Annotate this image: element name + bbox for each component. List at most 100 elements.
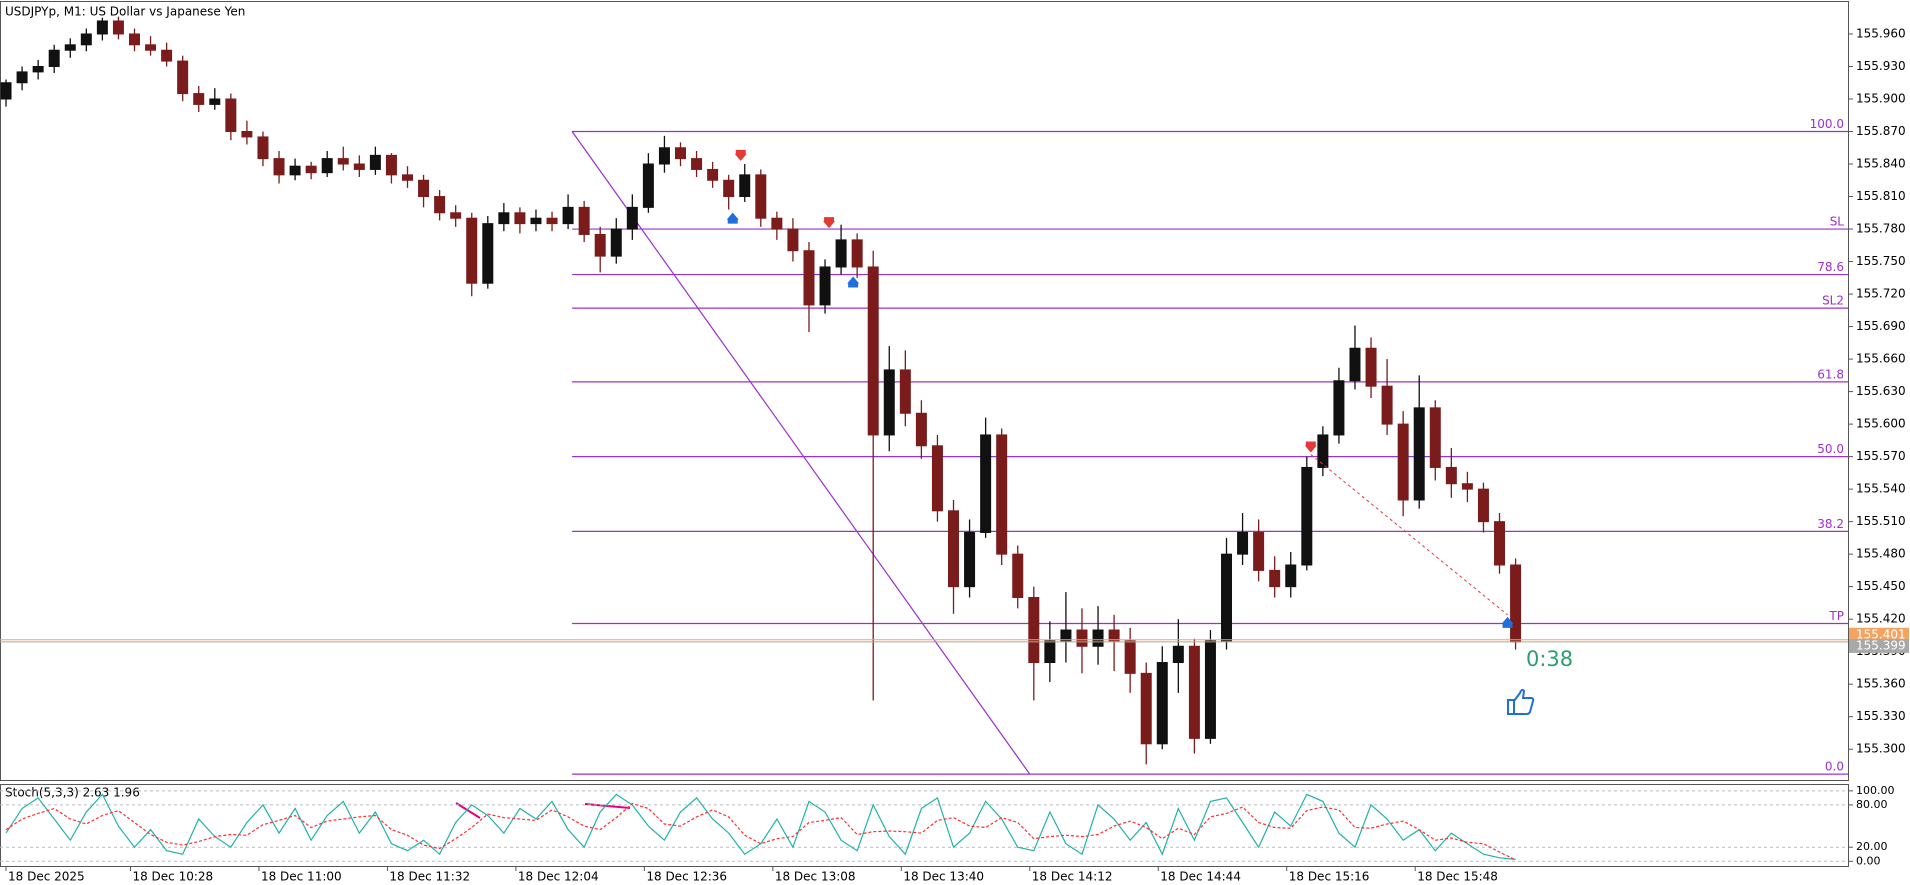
candle-body [1124, 640, 1136, 674]
candle-body [1237, 531, 1249, 555]
stoch-tick-label: 80.00 [1856, 798, 1888, 811]
candle-body [1445, 466, 1457, 485]
candle-body [369, 154, 381, 170]
candle-body [1092, 629, 1104, 647]
candle-body [562, 206, 574, 225]
y-tick-label: 155.300 [1856, 742, 1906, 756]
candle-body [1060, 629, 1072, 642]
x-tick-label: 18 Dec 13:40 [903, 870, 984, 884]
candle-body [32, 65, 44, 73]
y-tick-label: 155.540 [1856, 482, 1906, 496]
trade-marker [1501, 616, 1514, 628]
candle-body [899, 369, 911, 414]
y-tick-label: 155.570 [1856, 449, 1906, 463]
stoch-line [5, 802, 1516, 861]
candle-body [466, 217, 478, 284]
candle-body [145, 44, 157, 51]
price-label-box [1849, 638, 1909, 653]
candle-body [1429, 407, 1441, 468]
x-tick-label: 18 Dec 12:04 [518, 870, 599, 884]
price-label-box [1849, 627, 1909, 642]
stoch-tick-label: 20.00 [1856, 840, 1888, 853]
candle-body [867, 266, 879, 436]
candle-body [64, 44, 76, 51]
candle-body [1253, 531, 1265, 571]
trade-marker [726, 212, 739, 224]
candle-body [1108, 629, 1120, 642]
y-tick-label: 155.780 [1856, 222, 1906, 236]
candle-body [1494, 521, 1506, 566]
candle-body [980, 434, 992, 533]
stoch-tick-label: 0.00 [1856, 854, 1881, 867]
candle-body [1397, 423, 1409, 501]
trade-marker [847, 276, 860, 288]
candle-body [1461, 483, 1473, 490]
candle-body [48, 49, 60, 67]
stoch-trendline [584, 803, 631, 809]
candle-body [112, 20, 124, 35]
trade-marker [1304, 441, 1317, 453]
trade-marker [734, 149, 747, 161]
candle-body [931, 445, 943, 512]
candle-body [1076, 629, 1088, 647]
candle-body [1285, 564, 1297, 588]
candle-body [1204, 640, 1216, 739]
x-tick-label: 18 Dec 15:48 [1417, 870, 1498, 884]
y-tick-label: 155.360 [1856, 677, 1906, 691]
candle-body [1044, 640, 1056, 664]
x-tick-label: 18 Dec 13:08 [775, 870, 856, 884]
y-tick-label: 155.870 [1856, 124, 1906, 138]
stoch-tick-label: 100.00 [1856, 784, 1895, 797]
candle-body [530, 217, 542, 225]
candle-body [305, 165, 317, 174]
price-label: 155.399 [1856, 638, 1906, 652]
trade-line [1310, 454, 1508, 616]
candle-body [1172, 645, 1184, 664]
fib-level-label: TP [1828, 609, 1844, 623]
y-tick-label: 155.930 [1856, 59, 1906, 73]
countdown: 0:38 [1526, 647, 1573, 671]
candle-body [658, 147, 670, 165]
y-tick-label: 155.810 [1856, 189, 1906, 203]
candle-body [707, 168, 719, 181]
candle-body [835, 239, 847, 268]
candle-body [353, 163, 365, 170]
candle-body [273, 158, 285, 176]
candle-body [948, 510, 960, 588]
candle-body [755, 174, 767, 219]
y-tick-label: 155.660 [1856, 352, 1906, 366]
fib-level-label: 61.8 [1817, 367, 1844, 381]
candle-body [96, 20, 108, 35]
candle-body [1349, 347, 1361, 382]
candle-body [691, 158, 703, 170]
candle-body [337, 158, 349, 165]
candle-body [80, 33, 92, 46]
candle-body [610, 228, 622, 257]
y-tick-label: 155.750 [1856, 254, 1906, 268]
x-tick-label: 18 Dec 11:32 [389, 870, 470, 884]
y-tick-label: 155.480 [1856, 547, 1906, 561]
x-tick-label: 18 Dec 14:44 [1160, 870, 1241, 884]
candle-body [803, 250, 815, 306]
candle-body [1477, 488, 1489, 523]
y-tick-label: 155.450 [1856, 579, 1906, 593]
fib-trend-line [571, 131, 1031, 775]
stoch-line [5, 793, 1516, 860]
candle-body [257, 136, 269, 160]
stoch-trendline [455, 802, 481, 819]
x-tick-label: 18 Dec 15:16 [1289, 870, 1370, 884]
thumbs-up-icon [1507, 688, 1535, 715]
candle-body [225, 98, 237, 133]
candle-body [642, 163, 654, 208]
x-tick-label: 18 Dec 14:12 [1032, 870, 1113, 884]
x-tick-label: 18 Dec 10:28 [132, 870, 213, 884]
candle-body [0, 82, 12, 100]
candle-body [626, 206, 638, 230]
fib-level-label: 50.0 [1817, 442, 1844, 456]
candle-body [128, 33, 140, 46]
y-tick-label: 155.900 [1856, 91, 1906, 105]
candle-body [1156, 662, 1168, 745]
trade-marker [823, 217, 836, 229]
y-tick-label: 155.630 [1856, 384, 1906, 398]
